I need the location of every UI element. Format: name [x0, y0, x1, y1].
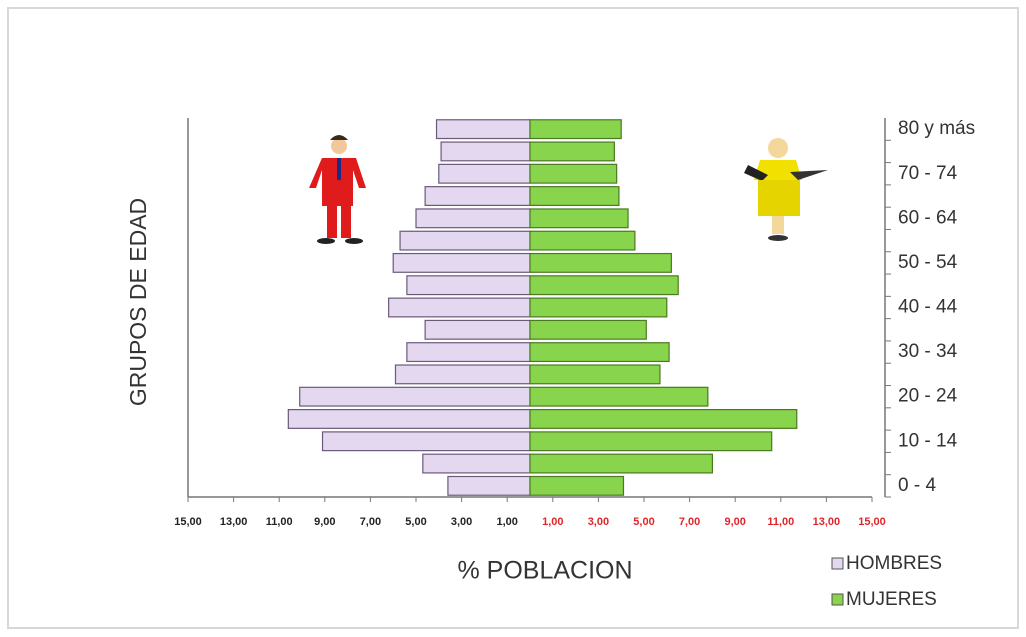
legend-swatch — [831, 593, 844, 606]
bar — [529, 475, 625, 496]
bar — [321, 431, 531, 452]
y-tick-label: 10 - 14 — [898, 430, 958, 451]
bar — [529, 141, 615, 162]
bar — [440, 141, 531, 162]
y-tick-label: 30 - 34 — [898, 341, 958, 362]
bar — [394, 364, 531, 385]
bar — [529, 230, 636, 251]
bar — [529, 453, 713, 474]
x-tick-label: 1,00 — [542, 516, 563, 528]
legend-label: MUJERES — [846, 589, 937, 610]
bar — [529, 386, 709, 407]
bar — [447, 475, 531, 496]
bar — [529, 409, 798, 429]
bar — [299, 386, 531, 407]
frame — [7, 7, 1019, 629]
x-tick-label: 11,00 — [266, 516, 293, 528]
bar — [529, 364, 661, 385]
bar — [435, 119, 531, 140]
bar — [406, 275, 531, 296]
x-tick-label: 11,00 — [767, 516, 794, 528]
bar — [424, 319, 531, 340]
bar — [529, 186, 620, 206]
bar — [529, 297, 668, 318]
bar — [406, 342, 531, 363]
woman-icon — [744, 138, 828, 241]
x-tick-label: 3,00 — [451, 516, 472, 528]
x-tick-label: 3,00 — [588, 516, 609, 528]
x-tick-label: 5,00 — [405, 516, 426, 528]
bar — [415, 208, 531, 229]
bar — [529, 319, 647, 340]
x-tick-label: 7,00 — [360, 516, 381, 528]
x-tick-label: 7,00 — [679, 516, 700, 528]
bar — [424, 186, 531, 206]
man-icon — [309, 135, 366, 244]
bar — [529, 275, 679, 296]
bar — [287, 409, 531, 429]
x-tick-label: 15,00 — [858, 516, 886, 528]
y-tick-label: 70 - 74 — [898, 163, 958, 184]
y-tick-label: 60 - 64 — [898, 207, 958, 228]
x-tick-label: 13,00 — [813, 516, 841, 528]
x-tick-label: 13,00 — [220, 516, 248, 528]
y-tick-label: 50 - 54 — [898, 252, 958, 273]
legend-swatch — [831, 557, 844, 570]
bar — [438, 163, 531, 184]
bar — [422, 453, 531, 474]
y-tick-label: 80 y más — [898, 118, 975, 139]
x-tick-label: 9,00 — [724, 516, 745, 528]
y-tick-label: 20 - 24 — [898, 386, 958, 407]
y-axis-title: GRUPOS DE EDAD — [125, 198, 151, 406]
bar — [529, 342, 670, 363]
legend-label: HOMBRES — [846, 553, 942, 574]
x-axis-title: % POBLACION — [457, 557, 632, 585]
bar — [399, 230, 531, 251]
bar — [529, 119, 622, 140]
x-tick-label: 9,00 — [314, 516, 335, 528]
y-tick-label: 40 - 44 — [898, 297, 958, 318]
x-tick-label: 15,00 — [174, 516, 202, 528]
bar — [529, 163, 618, 184]
bar — [392, 252, 531, 273]
y-tick-label: 0 - 4 — [898, 475, 936, 496]
bar — [529, 252, 672, 273]
bar — [529, 431, 773, 452]
x-tick-label: 5,00 — [633, 516, 654, 528]
x-tick-label: 1,00 — [496, 516, 517, 528]
bar — [529, 208, 629, 229]
bar — [388, 297, 531, 318]
